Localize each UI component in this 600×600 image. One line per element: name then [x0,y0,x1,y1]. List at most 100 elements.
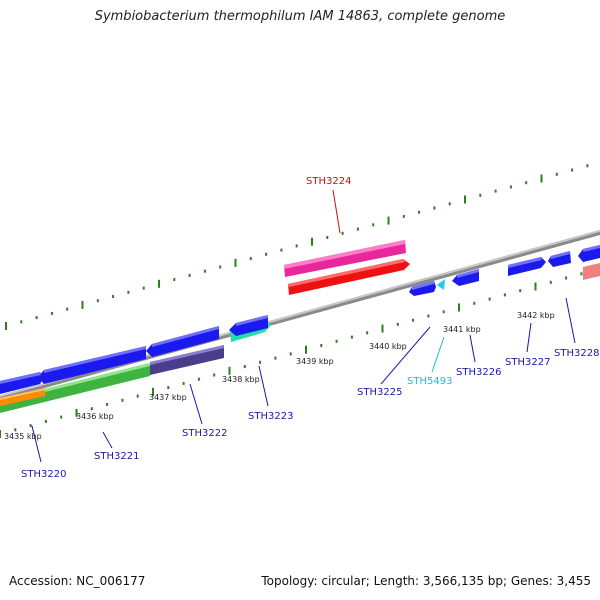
gene-STH3224-upper[interactable] [284,240,406,277]
ruler-minor-tick [50,311,53,315]
kbp-label: 3439 kbp [296,357,334,366]
ruler-major-tick [534,282,537,291]
gene-STH3221[interactable] [38,346,146,384]
map-title: Symbiobacterium thermophilum IAM 14863, … [94,9,506,24]
gene-STH3222-upper[interactable] [229,315,268,336]
ruler-minor-tick [555,172,558,176]
backbone [0,141,600,466]
ruler-minor-tick [60,415,63,419]
gene-STH3220-lower[interactable] [0,388,45,406]
ruler-minor-tick [173,278,176,282]
gene-labels: STH3220 STH3221 STH3222 STH3223 STH3224 … [21,176,599,480]
kbp-label: 3435 kbp [4,432,42,441]
gene-STH5493[interactable] [437,279,445,290]
ruler-minor-tick [366,331,369,335]
gene-STH3227b[interactable] [548,251,571,267]
kbp-label: 3442 kbp [517,311,555,320]
ruler-minor-tick [372,223,375,227]
ruler-major-tick [381,324,384,333]
gene-STH3220[interactable] [0,372,44,394]
ruler-major-tick [5,322,7,330]
ruler-minor-tick [44,419,47,423]
ruler-minor-tick [494,189,497,193]
ruler-minor-tick [182,381,185,385]
lower-ruler [0,268,598,438]
kbp-label: 3437 kbp [149,393,187,402]
gene-label-STH3228[interactable]: STH3228 [554,348,599,359]
ruler-minor-tick [29,424,32,428]
ruler-major-tick [158,279,160,288]
kbp-label: 3440 kbp [369,342,407,351]
ruler-minor-tick [112,295,115,298]
ruler-minor-tick [259,360,262,364]
ruler-minor-tick [289,352,292,356]
ruler-minor-tick [197,377,200,381]
gene-STH3228-lower[interactable] [583,263,600,280]
kbp-label: 3441 kbp [443,325,481,334]
ruler-major-tick [458,303,460,312]
ruler-minor-tick [219,265,222,269]
ruler-minor-tick [280,248,283,252]
ruler-minor-tick [35,316,38,320]
gene-label-STH3220[interactable]: STH3220 [21,469,66,480]
ruler-minor-tick [90,407,93,411]
ruler-minor-tick [580,272,583,276]
ruler-major-tick [311,237,313,246]
ruler-minor-tick [188,273,191,277]
ruler-major-tick [75,408,78,417]
ruler-minor-tick [488,297,491,301]
ruler-major-tick [228,366,231,375]
gene-label-STH3226[interactable]: STH3226 [456,367,501,378]
ruler-minor-tick [335,339,338,343]
ruler-minor-tick [167,386,170,390]
gene-STH3225[interactable] [409,281,436,296]
upper-ruler [5,164,589,330]
ruler-labels: 3435 kbp 3436 kbp 3437 kbp 3438 kbp 3439… [4,311,555,441]
ruler-major-tick [234,258,237,267]
ruler-minor-tick [433,206,436,210]
ruler-minor-tick [549,280,552,284]
ruler-minor-tick [249,257,252,261]
accession-text: Accession: NC_006177 [9,574,146,588]
ruler-minor-tick [565,276,568,280]
ruler-minor-tick [356,227,359,231]
ruler-minor-tick [402,214,405,218]
ruler-minor-tick [203,269,206,273]
gene-STH3224[interactable] [288,259,410,295]
ruler-minor-tick [142,286,145,290]
ruler-minor-tick [20,320,23,324]
ruler-major-tick [81,300,84,309]
gene-label-STH3227[interactable]: STH3227 [505,357,550,368]
ruler-minor-tick [127,290,130,294]
gene-STH3222[interactable] [146,326,219,357]
ruler-minor-tick [519,289,522,293]
gene-label-STH3224[interactable]: STH3224 [306,176,351,187]
gene-label-STH3221[interactable]: STH3221 [94,451,139,462]
gene-label-STH3225[interactable]: STH3225 [357,387,402,398]
ruler-minor-tick [295,244,298,248]
ruler-major-tick [387,216,390,225]
ruler-minor-tick [96,299,99,303]
ruler-major-tick [0,430,1,438]
ruler-minor-tick [473,301,476,305]
gene-label-STH3223[interactable]: STH3223 [248,411,293,422]
gene-STH3227[interactable] [508,257,546,276]
ruler-minor-tick [274,356,277,360]
ruler-minor-tick [14,428,17,432]
gene-STH3228[interactable] [578,245,600,262]
ruler-minor-tick [418,210,421,214]
ruler-minor-tick [326,236,329,239]
gene-label-STH5493[interactable]: STH5493 [407,376,452,387]
gene-STH3226[interactable] [452,269,479,286]
ruler-minor-tick [341,231,344,235]
ruler-major-tick [540,174,543,183]
ruler-minor-tick [106,403,109,406]
gene-label-STH3222[interactable]: STH3222 [182,428,227,439]
ruler-minor-tick [265,252,268,256]
ruler-minor-tick [448,202,451,206]
kbp-label: 3438 kbp [222,375,260,384]
ruler-minor-tick [66,307,69,311]
gene-STH3222-lower[interactable] [150,345,224,375]
